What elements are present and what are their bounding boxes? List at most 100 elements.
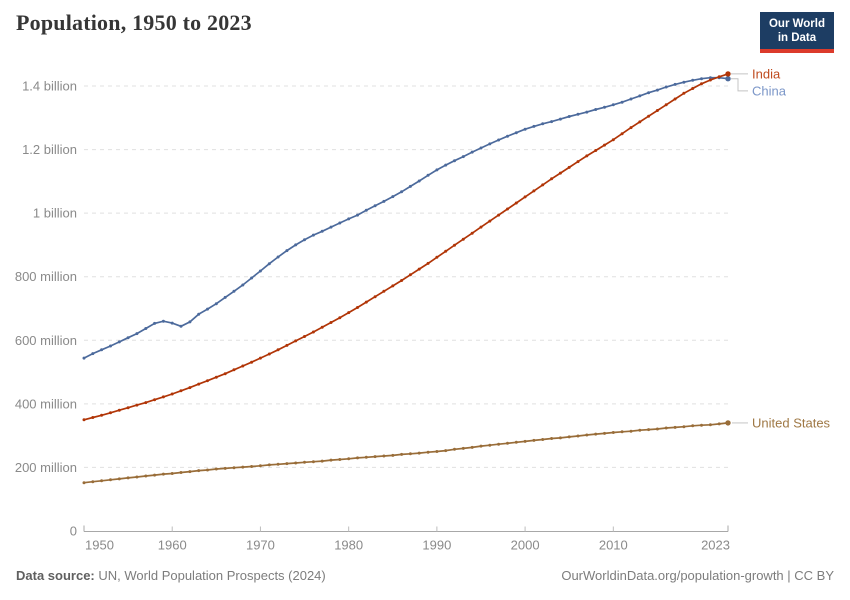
data-point [576,434,580,438]
data-point [453,447,456,451]
data-point [488,443,492,447]
data-point [655,109,659,112]
data-point [320,459,324,463]
series-label-china[interactable]: China [752,83,786,99]
data-point [700,423,703,427]
data-point [109,478,112,482]
data-point [329,321,333,324]
series-label-united-states[interactable]: United States [752,415,831,431]
data-point [725,76,731,82]
data-point [197,469,201,473]
data-point [391,284,395,288]
data-point [725,420,731,426]
owid-logo[interactable]: Our World in Data [759,12,834,53]
data-point [214,302,218,306]
data-point [444,449,448,453]
data-point [541,438,545,441]
data-point [161,319,165,323]
series-line-india [83,73,729,421]
y-axis-tick-label: 1.4 billion [22,79,77,94]
data-point [250,360,254,364]
data-point [435,168,439,172]
data-point [673,425,677,429]
data-point [567,165,571,169]
data-point [497,442,501,446]
data-point [655,88,659,92]
data-point [717,75,721,79]
data-point [82,418,86,422]
data-point [655,427,659,431]
y-axis-tick-label: 0 [70,524,77,539]
data-point [100,479,104,483]
y-axis-tick-label: 1.2 billion [22,142,77,157]
footer-link[interactable]: OurWorldinData.org/population-growth | C… [561,568,834,583]
data-point [426,261,430,265]
data-point [700,82,703,86]
data-point [603,431,606,435]
data-point [647,114,651,118]
data-source-text: UN, World Population Prospects (2024) [98,568,326,583]
data-point [153,398,157,402]
data-point [320,325,324,329]
y-axis-tick-label: 800 million [15,269,77,284]
data-point [567,115,571,118]
data-point [479,146,483,150]
data-point [214,375,218,379]
data-point [523,127,527,131]
data-point [329,458,333,462]
data-point [109,344,112,348]
owid-logo-line1: Our World [768,18,825,30]
data-point [356,306,359,309]
data-point [382,454,386,458]
data-point [91,352,95,356]
data-point [197,382,201,386]
data-point [497,138,501,142]
data-point [364,300,368,304]
data-point [461,237,465,241]
data-point [170,392,174,396]
data-point [258,269,262,273]
data-point [461,446,465,450]
data-point [576,112,580,116]
data-point [267,352,271,356]
data-point [532,189,536,193]
data-point [347,457,351,461]
data-point [550,120,554,124]
data-point [558,117,562,121]
data-point [214,467,218,471]
data-point [541,183,545,187]
data-point [188,470,192,474]
y-axis-tick-label: 200 million [15,460,77,475]
data-point [382,199,386,203]
data-point [708,423,712,427]
data-point [576,160,580,164]
data-point [135,403,139,407]
data-point [497,213,501,217]
data-point [479,225,483,229]
data-point [126,476,130,480]
series-label-india[interactable]: India [752,66,781,82]
data-point [347,217,351,221]
data-point [550,437,554,440]
data-point [629,97,633,101]
data-point [250,465,254,468]
data-point [408,273,412,277]
data-point [673,82,677,86]
data-point [585,110,589,114]
data-point [514,440,518,444]
data-point [294,243,298,247]
data-point [223,295,227,299]
data-point [400,452,404,456]
data-point [611,103,615,107]
data-point [453,243,456,247]
x-axis-tick-label: 2000 [511,538,540,553]
data-point [382,289,386,293]
data-point [453,159,456,163]
data-point [153,321,157,325]
y-axis-tick-label: 400 million [15,396,77,411]
data-point [444,249,448,253]
data-point [514,131,518,135]
data-point [664,426,668,430]
data-point [426,450,430,454]
